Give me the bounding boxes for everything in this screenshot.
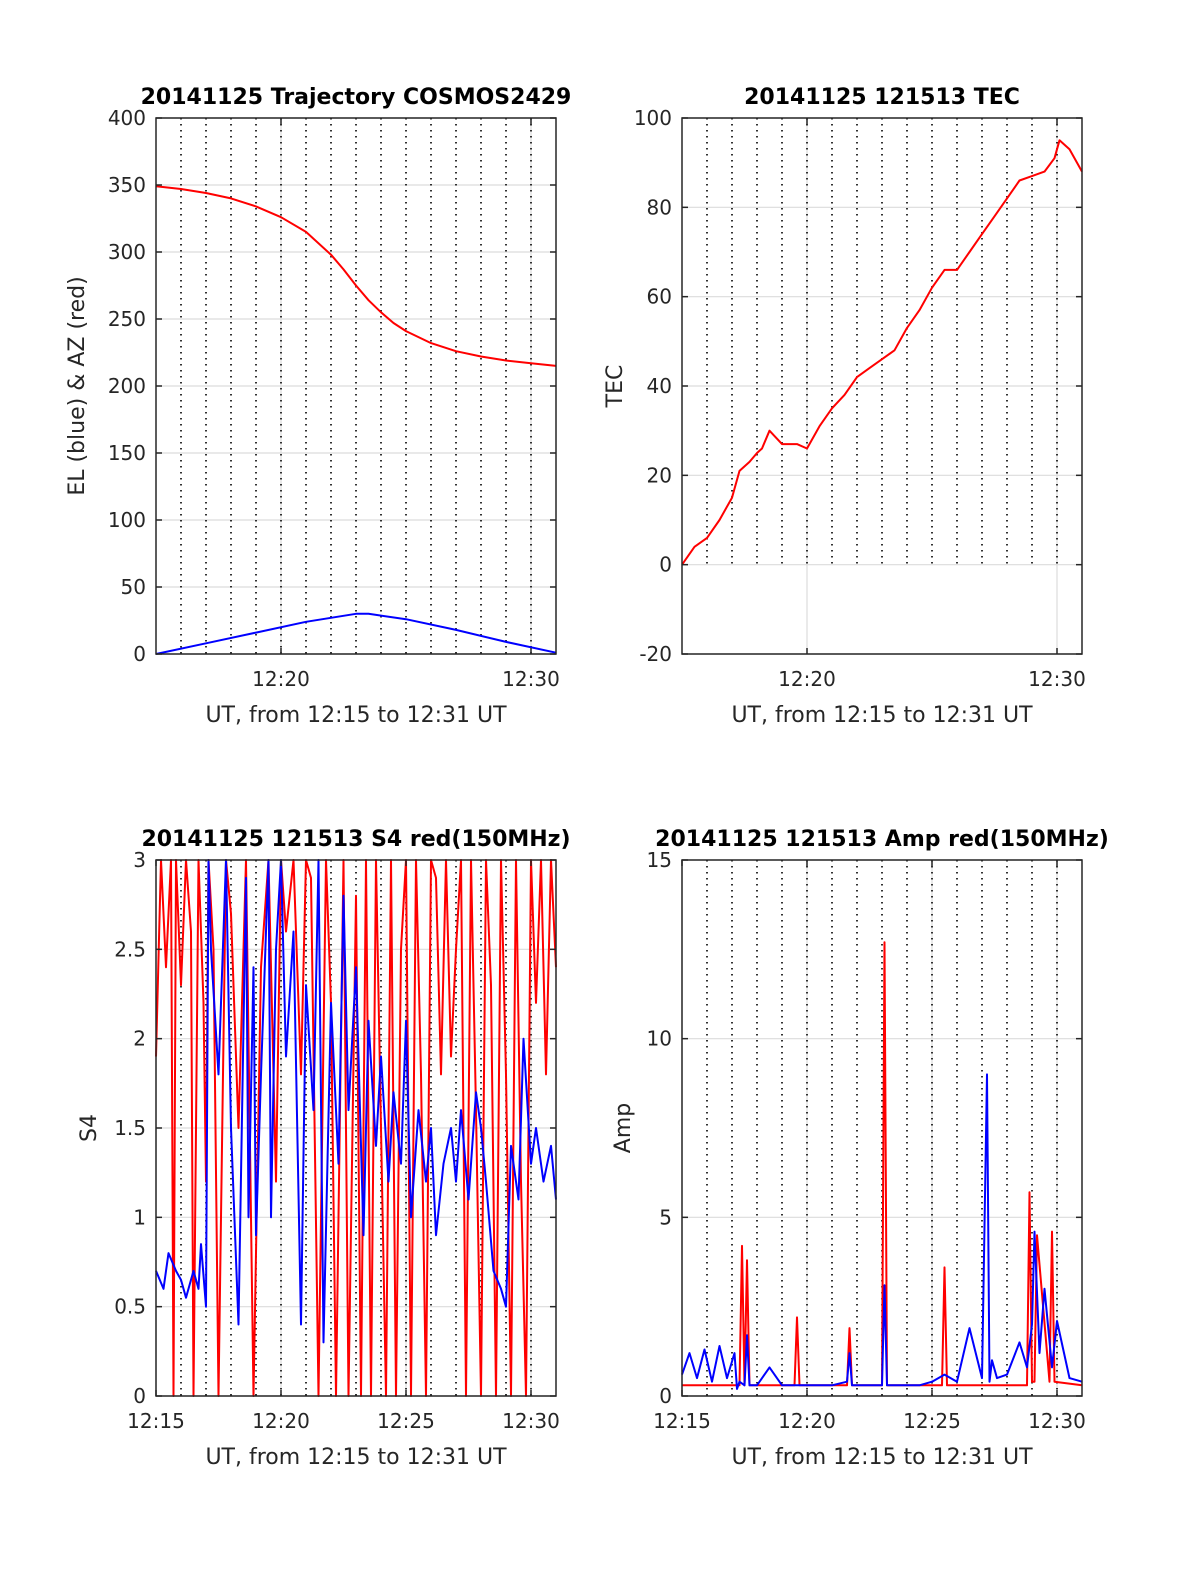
- y-tick-label: 0.5: [114, 1295, 146, 1319]
- y-tick-label: 40: [647, 374, 672, 398]
- y-tick-label: 100: [108, 508, 146, 532]
- y-axis-label: S4: [77, 1114, 102, 1142]
- chart-panel-1: 0 50 100 150 200 250 300 350 400 12:20 12:30 201411…: [65, 85, 571, 728]
- y-tick-label: 250: [108, 307, 146, 331]
- x-tick-label: 12:25: [903, 1409, 961, 1433]
- y-tick-label: 0: [659, 553, 672, 577]
- y-tick-label: 20: [647, 463, 672, 487]
- chart-title: 20141125 121513 TEC: [744, 85, 1020, 110]
- y-tick-label: 50: [121, 575, 146, 599]
- y-axis-label: Amp: [611, 1103, 636, 1153]
- x-tick-label: 12:20: [778, 667, 836, 691]
- y-tick-label: 5: [659, 1205, 672, 1229]
- y-tick-label: 2.5: [114, 937, 146, 961]
- y-tick-label: 15: [647, 848, 672, 872]
- series-line-2: [681, 1073, 1083, 1390]
- series-line-1: [682, 941, 1083, 1387]
- y-axis-label: TEC: [603, 365, 628, 409]
- series-line-1: [681, 139, 1083, 566]
- series-line-1: [155, 185, 557, 367]
- axes-box: [681, 859, 1083, 1397]
- y-tick-label: 200: [108, 374, 146, 398]
- x-tick-label: 12:30: [1028, 1409, 1086, 1433]
- y-axis-label: EL (blue) & AZ (red): [65, 276, 90, 495]
- x-tick-label: 12:20: [252, 667, 310, 691]
- y-tick-label: 3: [133, 848, 146, 872]
- y-tick-label: 150: [108, 441, 146, 465]
- chart-title: 20141125 121513 S4 red(150MHz): [141, 827, 570, 852]
- y-tick-label: 0: [133, 1384, 146, 1408]
- y-tick-label: 10: [647, 1027, 672, 1051]
- x-tick-label: 12:30: [502, 667, 560, 691]
- x-axis-label: UT, from 12:15 to 12:31 UT: [731, 1445, 1033, 1470]
- y-tick-label: 0: [659, 1384, 672, 1408]
- chart-panel-3: 0 0.5 1 1.5 2 2.5 3 12:15 12:20 12:25 12:30 2014112…: [77, 827, 571, 1470]
- y-tick-label: 300: [108, 240, 146, 264]
- x-axis-label: UT, from 12:15 to 12:31 UT: [731, 703, 1033, 728]
- series-line-2: [155, 859, 557, 1344]
- x-tick-label: 12:20: [252, 1409, 310, 1433]
- y-tick-label: 2: [133, 1027, 146, 1051]
- x-axis-label: UT, from 12:15 to 12:31 UT: [205, 1445, 507, 1470]
- x-tick-label: 12:15: [653, 1409, 711, 1433]
- y-tick-label: 1.5: [114, 1116, 146, 1140]
- y-tick-label: 400: [108, 106, 146, 130]
- y-tick-label: 80: [647, 195, 672, 219]
- y-tick-label: 0: [133, 642, 146, 666]
- x-axis-label: UT, from 12:15 to 12:31 UT: [205, 703, 507, 728]
- y-tick-label: -20: [639, 642, 672, 666]
- chart-title: 20141125 121513 Amp red(150MHz): [655, 827, 1109, 852]
- x-tick-label: 12:15: [127, 1409, 185, 1433]
- x-tick-label: 12:30: [1028, 667, 1086, 691]
- chart-panel-2: -20 0 20 40 60 80 100 12:20 12:30 20141125 121513…: [603, 85, 1086, 728]
- series-line-2: [155, 612, 557, 655]
- x-tick-label: 12:20: [778, 1409, 836, 1433]
- x-tick-label: 12:25: [377, 1409, 435, 1433]
- chart-panel-4: 0 5 10 15 12:15 12:20 12:25 12:30 20141125 12151…: [611, 827, 1109, 1470]
- y-tick-label: 350: [108, 173, 146, 197]
- y-tick-label: 60: [647, 285, 672, 309]
- y-tick-label: 1: [133, 1205, 146, 1229]
- y-tick-label: 100: [634, 106, 672, 130]
- chart-title: 20141125 Trajectory COSMOS2429: [141, 85, 572, 110]
- x-tick-label: 12:30: [502, 1409, 560, 1433]
